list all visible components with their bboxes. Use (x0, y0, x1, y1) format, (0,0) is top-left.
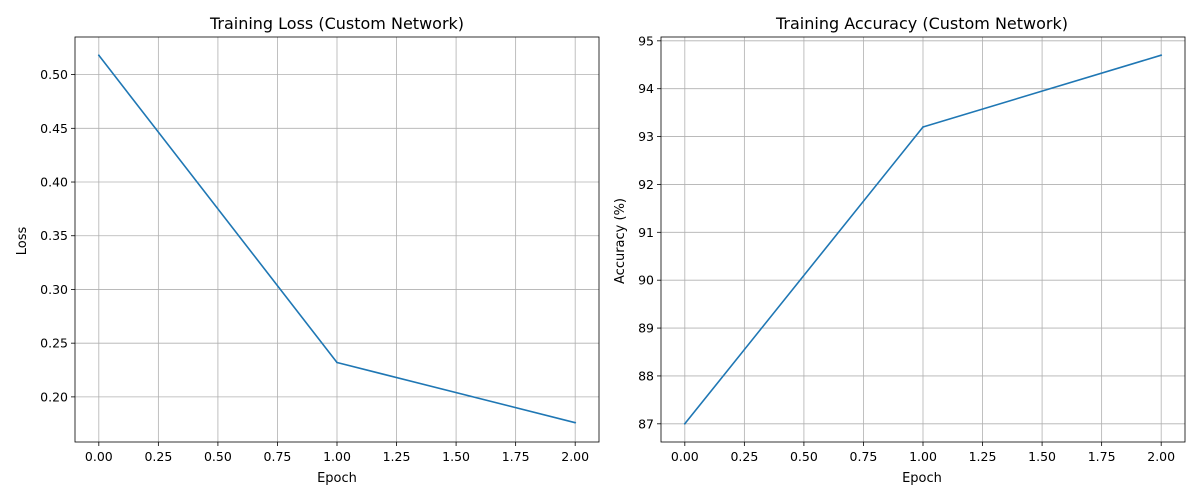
data-point (336, 361, 338, 364)
y-tick-label: 0.45 (40, 121, 68, 136)
x-tick-label: 1.50 (1028, 449, 1056, 464)
data-point (1160, 54, 1163, 57)
x-tick-label: 1.75 (1088, 449, 1116, 464)
y-tick-label: 0.40 (40, 175, 68, 190)
y-tick-label: 0.50 (40, 67, 68, 82)
data-point (97, 54, 100, 57)
y-tick-label: 95 (638, 33, 654, 48)
x-tick-label: 0.50 (790, 449, 818, 464)
x-tick-label: 0.50 (204, 449, 232, 464)
data-point (922, 126, 924, 128)
x-tick-label: 1.75 (502, 449, 530, 464)
x-axis-label: Epoch (902, 471, 942, 486)
plot-frame (74, 36, 600, 443)
x-tick-label: 0.25 (730, 449, 758, 464)
x-tick-label: 0.00 (85, 449, 113, 464)
y-tick-label: 0.20 (40, 389, 68, 404)
x-axis-label: Epoch (317, 471, 357, 486)
chart-title: Training Accuracy (Custom Network) (775, 14, 1068, 33)
x-tick-label: 0.75 (850, 449, 878, 464)
chart-title: Training Loss (Custom Network) (209, 14, 464, 33)
plot-frame (660, 36, 1186, 443)
y-tick-label: 0.25 (40, 336, 68, 351)
x-tick-label: 1.00 (909, 449, 937, 464)
y-tick-label: 91 (638, 225, 654, 240)
y-tick-label: 87 (638, 416, 654, 431)
x-tick-label: 1.25 (383, 449, 411, 464)
y-tick-label: 92 (638, 177, 654, 192)
x-tick-label: 2.00 (561, 449, 589, 464)
data-point (683, 422, 686, 425)
y-tick-label: 94 (638, 81, 654, 96)
data-point (574, 421, 577, 424)
accuracy-chart: Training Accuracy (Custom Network) Epoch… (613, 14, 1186, 486)
y-tick-label: 93 (638, 129, 654, 144)
y-axis-label: Loss (15, 227, 30, 256)
x-tick-label: 0.00 (671, 449, 699, 464)
x-tick-label: 0.75 (264, 449, 292, 464)
y-axis-label: Accuracy (%) (613, 198, 628, 284)
y-tick-label: 0.35 (40, 228, 68, 243)
x-tick-label: 1.00 (323, 449, 351, 464)
y-tick-label: 0.30 (40, 282, 68, 297)
y-tick-label: 89 (638, 321, 654, 336)
x-tick-label: 2.00 (1147, 449, 1175, 464)
loss-chart: Training Loss (Custom Network) Epoch Los… (15, 14, 600, 486)
y-tick-label: 88 (638, 368, 654, 383)
y-tick-label: 90 (638, 273, 654, 288)
x-tick-label: 1.50 (442, 449, 470, 464)
x-tick-label: 1.25 (969, 449, 997, 464)
x-tick-label: 0.25 (144, 449, 172, 464)
